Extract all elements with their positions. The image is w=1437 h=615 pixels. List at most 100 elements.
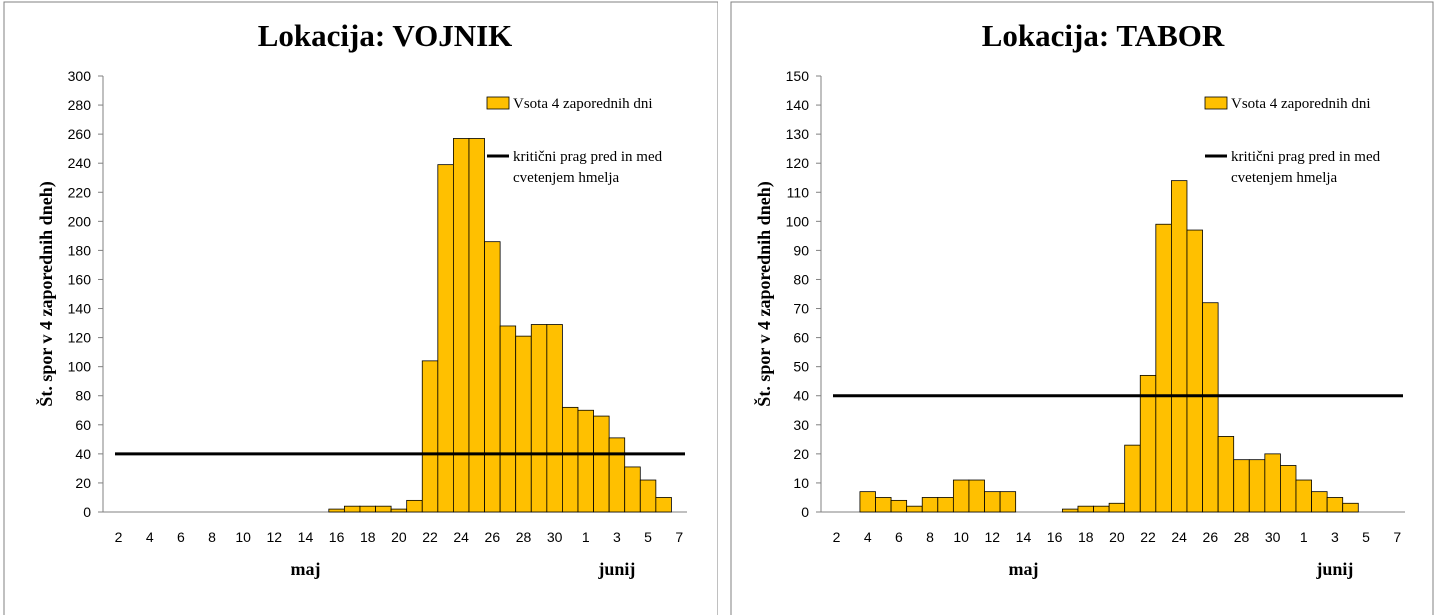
data-bar	[639, 479, 657, 513]
data-bar	[515, 335, 532, 513]
y-tick-label: 0	[83, 504, 91, 520]
data-bar	[1170, 180, 1188, 513]
data-bar	[437, 164, 454, 513]
chart-vojnik: Lokacija: VOJNIK Št. spor v 4 zaporednih …	[3, 1, 718, 615]
data-bar	[390, 508, 408, 513]
legend-label-threshold: kritični prag pred in med cvetenjem hmelj…	[513, 149, 663, 186]
x-tick-label: 26	[1203, 529, 1219, 545]
x-tick-label: 8	[208, 529, 216, 545]
y-tick-label: 160	[68, 271, 92, 287]
y-tick-label: 100	[786, 213, 810, 229]
y-tick-label: 90	[793, 242, 809, 258]
month-label-maj: maj	[1008, 559, 1038, 579]
month-label-maj: maj	[290, 559, 320, 579]
data-bar	[1233, 459, 1250, 513]
data-bar	[875, 497, 892, 513]
data-bar	[343, 505, 361, 513]
x-tick-label: 1	[582, 529, 590, 545]
legend-label-threshold-line2: cvetenjem hmelja	[1231, 170, 1338, 186]
y-tick-label: 60	[793, 330, 809, 346]
y-tick-label: 40	[75, 446, 91, 462]
data-bar	[484, 241, 501, 513]
y-tick-label: 100	[68, 359, 92, 375]
data-bar	[984, 491, 1001, 513]
x-tick-label: 30	[1265, 529, 1281, 545]
data-bar	[1077, 505, 1094, 513]
legend-label-sum: Vsota 4 zaporednih dni	[513, 96, 653, 112]
x-tick-label: 20	[1109, 529, 1125, 545]
data-bar	[1186, 229, 1203, 513]
data-bar	[1124, 444, 1141, 513]
data-bar	[1326, 497, 1344, 513]
data-bar	[890, 499, 908, 513]
chart-title: Lokacija: VOJNIK	[258, 18, 513, 53]
x-tick-label: 12	[985, 529, 1001, 545]
chart-title: Lokacija: TABOR	[982, 18, 1225, 53]
y-tick-label: 180	[68, 242, 92, 258]
data-bar	[937, 497, 954, 513]
x-tick-label: 2	[833, 529, 841, 545]
x-tick-label: 10	[235, 529, 251, 545]
data-bar	[859, 491, 876, 513]
data-bar	[1264, 453, 1281, 513]
data-bar	[921, 497, 939, 513]
data-bar	[1295, 479, 1312, 513]
data-bar	[906, 505, 923, 513]
y-tick-label: 240	[68, 155, 92, 171]
data-bar	[577, 409, 594, 513]
data-bar	[359, 505, 376, 513]
y-tick-label: 140	[68, 301, 92, 317]
data-bar	[593, 415, 610, 513]
y-tick-label: 10	[793, 475, 809, 491]
y-tick-label: 130	[786, 126, 810, 142]
data-bar	[624, 466, 641, 513]
x-tick-label: 3	[1331, 529, 1339, 545]
x-tick-label: 6	[895, 529, 903, 545]
data-bar	[1061, 508, 1079, 513]
data-bar	[999, 491, 1017, 513]
data-bar	[468, 138, 485, 513]
x-tick-label: 5	[644, 529, 652, 545]
data-bar	[328, 508, 345, 513]
x-tick-label: 14	[298, 529, 314, 545]
chart-panel-vojnik: Lokacija: VOJNIK Št. spor v 4 zaporednih …	[0, 0, 718, 615]
legend-label-threshold-line1: kritični prag pred in med	[513, 149, 663, 165]
x-tick-label: 24	[453, 529, 469, 545]
x-tick-label: 18	[360, 529, 376, 545]
x-tick-label: 18	[1078, 529, 1094, 545]
data-bar	[1108, 502, 1126, 513]
data-bar	[530, 324, 548, 513]
x-tick-label: 22	[422, 529, 438, 545]
x-tick-label: 4	[146, 529, 154, 545]
data-bar	[1342, 502, 1359, 513]
data-bar	[952, 479, 970, 513]
data-bar	[421, 360, 439, 513]
y-tick-label: 150	[786, 68, 810, 84]
x-tick-label: 26	[485, 529, 501, 545]
data-bar	[562, 406, 579, 513]
y-tick-label: 50	[793, 359, 809, 375]
x-tick-label: 7	[1393, 529, 1401, 545]
y-tick-label: 120	[68, 330, 92, 346]
data-bar	[608, 437, 626, 513]
data-bar	[1217, 436, 1235, 513]
x-tick-label: 1	[1300, 529, 1308, 545]
data-bar	[1202, 302, 1219, 513]
x-tick-label: 30	[547, 529, 563, 545]
panel-frame	[3, 1, 718, 615]
data-bar	[1311, 491, 1328, 513]
y-tick-label: 220	[68, 184, 92, 200]
x-tick-label: 14	[1016, 529, 1032, 545]
data-bar	[968, 479, 985, 513]
month-label-junij: junij	[597, 559, 635, 579]
legend-label-threshold: kritični prag pred in med cvetenjem hmelj…	[1231, 149, 1381, 186]
x-tick-label: 4	[864, 529, 872, 545]
y-tick-label: 0	[801, 504, 809, 520]
legend-bar-swatch	[1204, 96, 1228, 110]
chart-panel-tabor: Lokacija: TABOR Št. spor v 4 zaporednih d…	[718, 0, 1437, 615]
data-bar	[1155, 223, 1172, 513]
y-tick-label: 30	[793, 417, 809, 433]
data-bar	[406, 499, 423, 513]
x-tick-label: 16	[329, 529, 345, 545]
x-tick-label: 28	[1234, 529, 1250, 545]
